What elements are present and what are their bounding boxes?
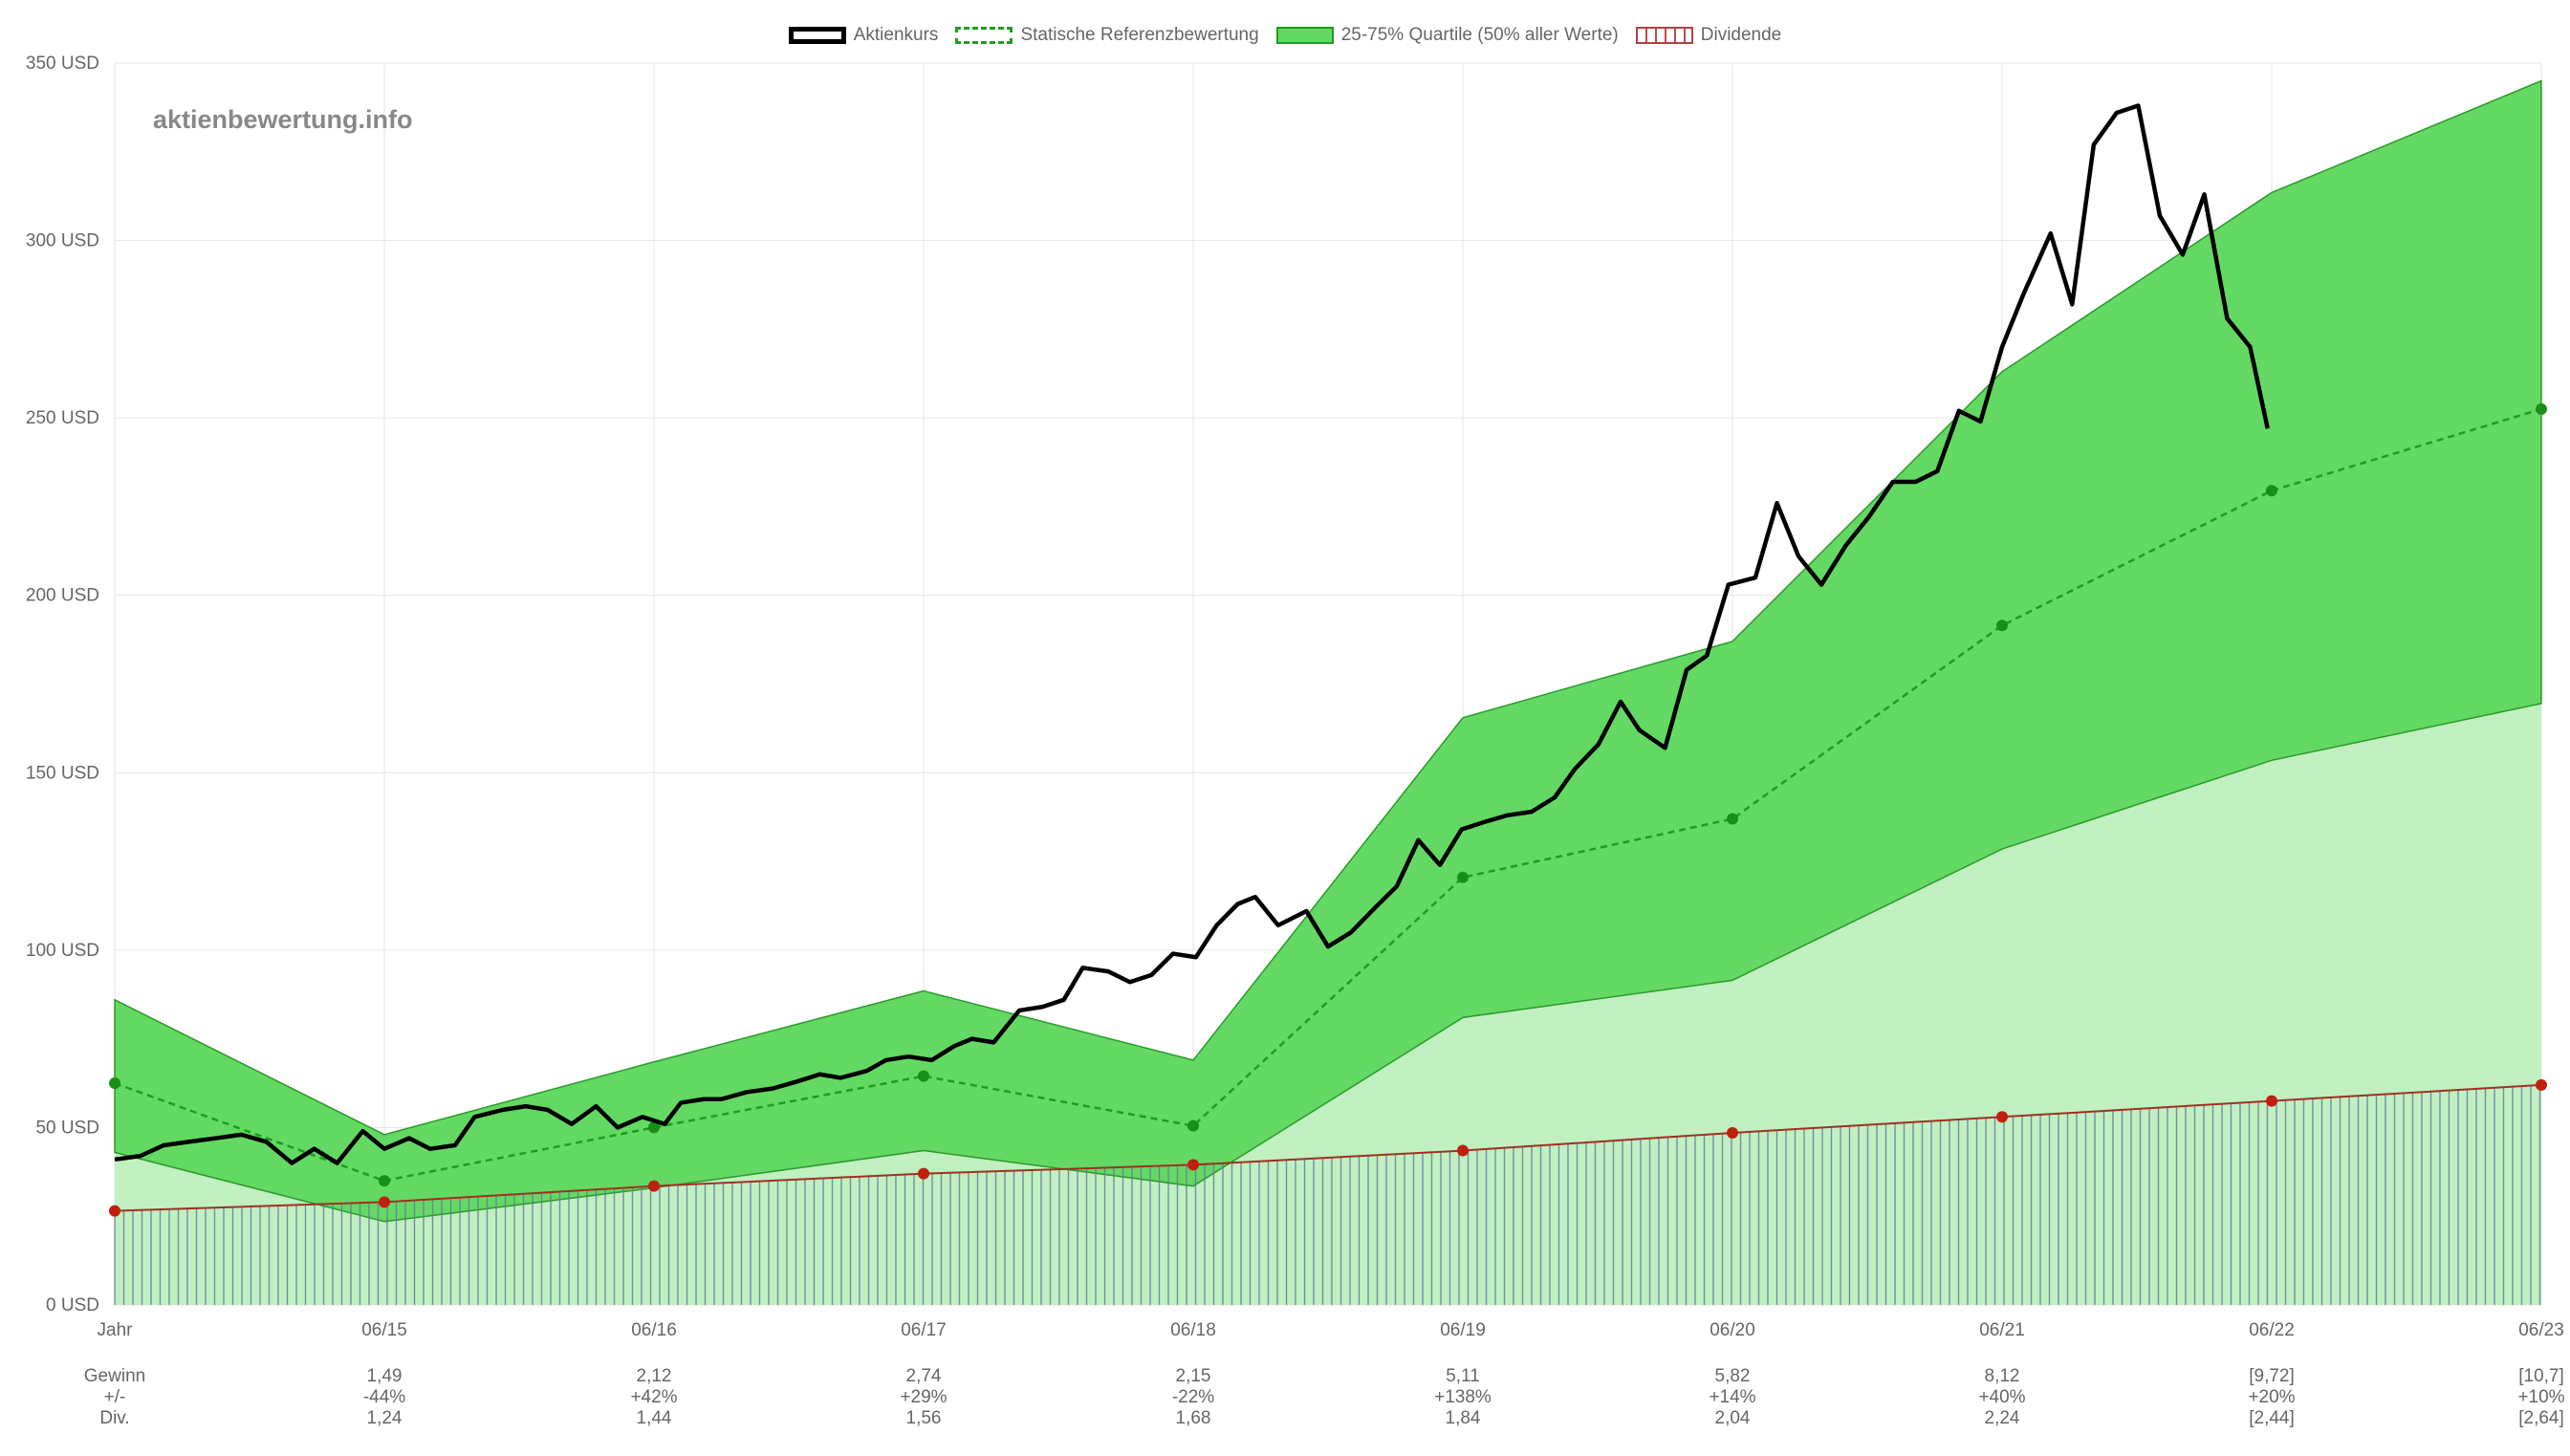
table-row-label: Div. xyxy=(99,1408,129,1428)
legend-item-dividend[interactable]: Dividende xyxy=(1635,25,1782,46)
table-cell: +10% xyxy=(2517,1387,2564,1407)
reference-point xyxy=(379,1175,390,1187)
quartile-band xyxy=(114,79,2542,1223)
price-line-path xyxy=(114,103,2270,1165)
table-cell: +29% xyxy=(900,1387,947,1407)
table-row-label: +/- xyxy=(104,1387,126,1407)
table-cell: 2,04 xyxy=(1715,1408,1751,1428)
table-cell: 2,15 xyxy=(1176,1366,1211,1386)
x-tick-label: 06/17 xyxy=(901,1320,947,1340)
table-cell: [2,44] xyxy=(2249,1408,2295,1428)
reference-point xyxy=(109,1077,120,1090)
reference-line xyxy=(109,402,2547,1187)
reference-point xyxy=(2536,402,2547,415)
table-cell: -44% xyxy=(363,1387,405,1407)
table-cell: +40% xyxy=(1978,1387,2025,1407)
legend-item-reference[interactable]: Statische Referenzbewertung xyxy=(955,25,1259,46)
table-cell: -22% xyxy=(1172,1387,1214,1407)
table-cell: [10,7] xyxy=(2518,1366,2564,1386)
dividend-point xyxy=(109,1205,120,1217)
dividend-point xyxy=(1727,1126,1738,1139)
x-tick-label: 06/23 xyxy=(2518,1320,2564,1340)
y-tick-label: 100 USD xyxy=(26,941,99,961)
dividend-point xyxy=(1996,1111,2008,1123)
y-tick-label: 250 USD xyxy=(26,408,99,428)
table-cell: [2,64] xyxy=(2518,1408,2564,1428)
lower-quartile-area xyxy=(115,703,2541,1305)
dividend-point xyxy=(379,1196,390,1208)
earnings-table: Gewinn+/-Div. 1,49-44%1,24 2,12+42%1,44 2,7… xyxy=(84,1366,2565,1428)
dividend-point xyxy=(1187,1159,1199,1171)
legend-swatch-reference xyxy=(955,27,1013,44)
x-tick-label: 06/21 xyxy=(1979,1320,2025,1340)
x-tick-label: 06/15 xyxy=(361,1320,407,1340)
dividend-point xyxy=(2536,1078,2547,1091)
legend-label-band: 25-75% Quartile (50% aller Werte) xyxy=(1340,25,1619,45)
table-cell: 1,68 xyxy=(1176,1408,1211,1428)
table-cell: 1,56 xyxy=(906,1408,942,1428)
table-cell: 1,84 xyxy=(1446,1408,1481,1428)
dividend-point xyxy=(648,1180,660,1192)
table-cell: +138% xyxy=(1434,1387,1492,1407)
table-cell: 1,24 xyxy=(367,1408,403,1428)
legend-label-price: Aktienkurs xyxy=(853,25,939,45)
quartile-band-area xyxy=(114,79,2542,1223)
dividend-point xyxy=(1457,1144,1469,1157)
table-cell: 2,74 xyxy=(906,1366,942,1386)
y-axis-ticks: 0 USD 50 USD 100 USD 150 USD 200 USD 250 USD 3… xyxy=(26,54,99,1315)
watermark-logo: aktienbewertung.info xyxy=(153,105,413,134)
legend-item-band[interactable]: 25-75% Quartile (50% aller Werte) xyxy=(1275,25,1619,46)
reference-point xyxy=(648,1121,660,1134)
reference-point xyxy=(1457,871,1469,883)
legend-swatch-band xyxy=(1275,27,1334,44)
y-tick-label: 300 USD xyxy=(26,231,99,251)
legend-label-reference: Statische Referenzbewertung xyxy=(1020,25,1259,45)
x-tick-label: 06/18 xyxy=(1170,1320,1216,1340)
table-cell: 1,44 xyxy=(637,1408,672,1428)
y-tick-label: 350 USD xyxy=(26,54,99,74)
legend-swatch-dividend xyxy=(1635,27,1693,44)
table-cell: +14% xyxy=(1709,1387,1755,1407)
table-cell: 2,24 xyxy=(1985,1408,2020,1428)
legend-label-dividend: Dividende xyxy=(1700,25,1782,45)
x-axis-ticks: Jahr 06/15 06/16 06/17 06/18 06/19 06/20 06/21 0… xyxy=(98,1320,2564,1340)
y-tick-label: 150 USD xyxy=(26,763,99,783)
reference-point xyxy=(1727,813,1738,825)
table-cell: [9,72] xyxy=(2249,1366,2295,1386)
dividend-point xyxy=(2266,1095,2277,1107)
dividend-point xyxy=(918,1167,929,1180)
table-cell: 5,82 xyxy=(1715,1366,1751,1386)
x-tick-label: Jahr xyxy=(98,1320,134,1340)
table-cell: 5,11 xyxy=(1446,1366,1480,1386)
legend-item-price[interactable]: Aktienkurs xyxy=(788,25,939,46)
y-tick-label: 200 USD xyxy=(26,586,99,606)
reference-point xyxy=(1187,1119,1199,1132)
lower-quartile-fill xyxy=(115,703,2541,1305)
price-line xyxy=(114,103,2270,1165)
dividend-line xyxy=(114,1083,2542,1212)
y-tick-label: 50 USD xyxy=(35,1118,99,1138)
x-tick-label: 06/22 xyxy=(2249,1320,2295,1340)
table-row-label: Gewinn xyxy=(84,1366,145,1386)
reference-point xyxy=(1996,619,2008,632)
table-cell: 1,49 xyxy=(367,1366,403,1386)
x-tick-label: 06/19 xyxy=(1440,1320,1486,1340)
reference-point xyxy=(2266,485,2277,497)
x-tick-label: 06/16 xyxy=(631,1320,677,1340)
table-cell: 8,12 xyxy=(1985,1366,2020,1386)
x-tick-label: 06/20 xyxy=(1710,1320,1755,1340)
dividend-bars xyxy=(109,1078,2547,1305)
table-cell: +42% xyxy=(630,1387,677,1407)
table-cell: 2,12 xyxy=(637,1366,672,1386)
reference-point xyxy=(918,1070,929,1082)
legend-swatch-price xyxy=(788,27,846,44)
chart-legend: Aktienkurs Statische Referenzbewertung 2… xyxy=(0,25,2570,46)
table-cell: +20% xyxy=(2248,1387,2295,1407)
y-tick-label: 0 USD xyxy=(46,1295,99,1315)
